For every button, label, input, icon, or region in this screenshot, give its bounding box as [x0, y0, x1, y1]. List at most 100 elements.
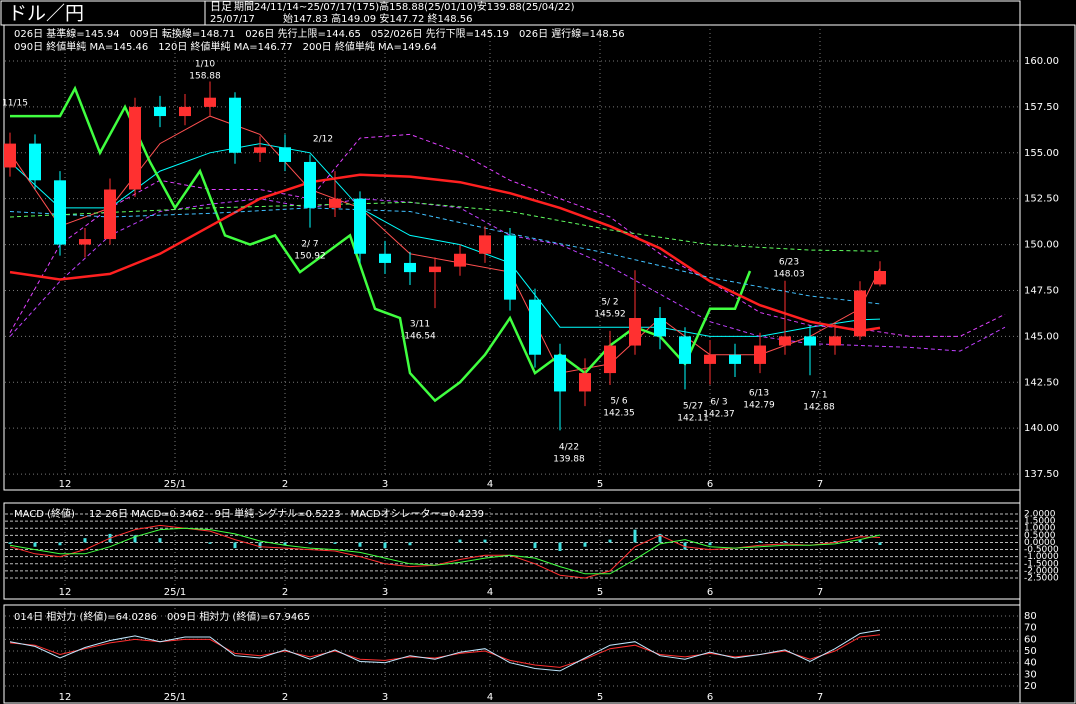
annotation-value: 146.54	[404, 332, 436, 342]
legend-entry: 026日 先行上限=144.65	[245, 27, 361, 40]
candle-body	[329, 198, 341, 208]
candle-body	[729, 354, 741, 364]
x-tick-label: 12	[59, 587, 72, 598]
annotation-value: 142.88	[803, 403, 835, 413]
candle-body	[179, 106, 191, 117]
candle-body	[854, 290, 866, 337]
legend-entry: 026日 基準線=145.94	[14, 27, 120, 40]
latest-date: 25/07/17	[210, 14, 255, 25]
y-tick-label: 20	[1024, 681, 1037, 692]
x-tick-label: 5	[597, 479, 603, 490]
candle-body	[829, 336, 841, 346]
candle-body	[679, 336, 691, 364]
candle-body	[304, 161, 316, 208]
legend-entry: 090日 終値単純 MA=145.46	[14, 40, 148, 53]
annotation-date: 2/12	[313, 135, 333, 145]
oscillator-bar	[83, 538, 87, 543]
y-tick-label: 1.0000	[1024, 524, 1056, 534]
annotation-value: 150.92	[294, 252, 326, 262]
annotation-date: 11/15	[2, 99, 28, 109]
oscillator-bar	[783, 541, 787, 543]
annotation-date: 5/27	[683, 402, 703, 412]
annotation-date: 1/10	[195, 60, 215, 70]
candle-body	[629, 318, 641, 346]
y-tick-label: 152.50	[1024, 194, 1059, 205]
legend-entry: 014日 相対力 (終値)=64.0286	[14, 610, 157, 623]
y-tick-label: 1.5000	[1024, 517, 1056, 527]
candle-body	[54, 180, 66, 245]
y-tick-label: 60	[1024, 634, 1037, 645]
x-tick-label: 7	[817, 479, 823, 490]
y-tick-label: 147.50	[1024, 285, 1059, 296]
oscillator-bar	[708, 542, 712, 546]
legend-entry: 052/026日 先行下限=145.19	[371, 27, 509, 40]
candle-body	[29, 143, 41, 181]
candle-body	[154, 106, 166, 117]
chart-title: ドル／円	[8, 3, 84, 25]
annotation-value: 142.37	[703, 410, 735, 420]
oscillator-bar	[758, 541, 762, 543]
annotation-date: 2/ 7	[301, 240, 318, 250]
candle-body	[779, 336, 791, 346]
oscillator-bar	[383, 542, 387, 549]
annotation-date: 6/ 3	[710, 398, 727, 408]
x-tick-label: 5	[597, 587, 603, 598]
oscillator-bar	[583, 542, 587, 547]
candle-body	[4, 143, 16, 168]
y-tick-label: 80	[1024, 611, 1037, 622]
y-tick-label: -0.5000	[1024, 545, 1059, 555]
candle-body	[429, 266, 441, 273]
candle-body	[704, 354, 716, 364]
annotation-value: 142.79	[743, 401, 775, 411]
candle-body	[579, 373, 591, 392]
x-tick-label: 2	[282, 587, 288, 598]
y-tick-label: 0.5000	[1024, 531, 1056, 541]
y-tick-label: 145.00	[1024, 331, 1059, 342]
y-tick-label: 140.00	[1024, 423, 1059, 434]
oscillator-bar	[458, 539, 462, 543]
y-tick-label: -2.5000	[1024, 574, 1059, 584]
y-tick-label: 150.00	[1024, 240, 1059, 251]
y-tick-label: 155.00	[1024, 148, 1059, 159]
oscillator-bar	[358, 542, 362, 547]
y-tick-label: 160.00	[1024, 56, 1059, 67]
candle-body	[229, 97, 241, 153]
x-tick-label: 6	[707, 587, 713, 598]
candle-body	[204, 97, 216, 107]
x-tick-label: 5	[597, 692, 603, 703]
series-line	[9, 173, 881, 333]
series-line	[9, 201, 881, 252]
latest-ohlc: 始147.83 高149.09 安147.72 終148.56	[283, 12, 473, 25]
legend-entry: 9日 単純 シグナル=0.5223	[215, 507, 341, 520]
y-tick-label: -1.0000	[1024, 552, 1059, 562]
oscillator-bar	[858, 539, 862, 543]
oscillator-bar	[833, 541, 837, 543]
annotation-date: 6/23	[779, 258, 799, 268]
candle-body	[279, 147, 291, 162]
legend-entry: 009日 転換線=148.71	[130, 27, 236, 40]
timeframe: 日足	[210, 0, 232, 13]
annotation-date: 4/22	[559, 443, 579, 453]
candle-body	[104, 189, 116, 240]
annotation-value: 139.88	[553, 455, 585, 465]
x-tick-label: 25/1	[164, 587, 186, 598]
annotation-date: 7/ 1	[810, 391, 827, 401]
oscillator-bar	[208, 542, 212, 544]
series-line	[9, 207, 881, 305]
annotation-value: 142.11	[677, 414, 709, 424]
series-line	[9, 527, 881, 575]
candle-body	[129, 106, 141, 190]
annotation-date: 3/11	[410, 320, 430, 330]
x-tick-label: 2	[282, 692, 288, 703]
oscillator-bar	[33, 542, 37, 547]
y-tick-label: 40	[1024, 658, 1037, 669]
candle-body	[804, 336, 816, 346]
oscillator-bar	[58, 542, 62, 546]
series-line	[9, 198, 1006, 352]
candle-body	[354, 198, 366, 254]
panel-title: MACD (終値)	[14, 507, 75, 520]
annotation-value: 158.88	[189, 72, 221, 82]
legend-entry: 200日 終値単純 MA=149.64	[303, 40, 437, 53]
y-tick-label: 137.50	[1024, 469, 1059, 480]
